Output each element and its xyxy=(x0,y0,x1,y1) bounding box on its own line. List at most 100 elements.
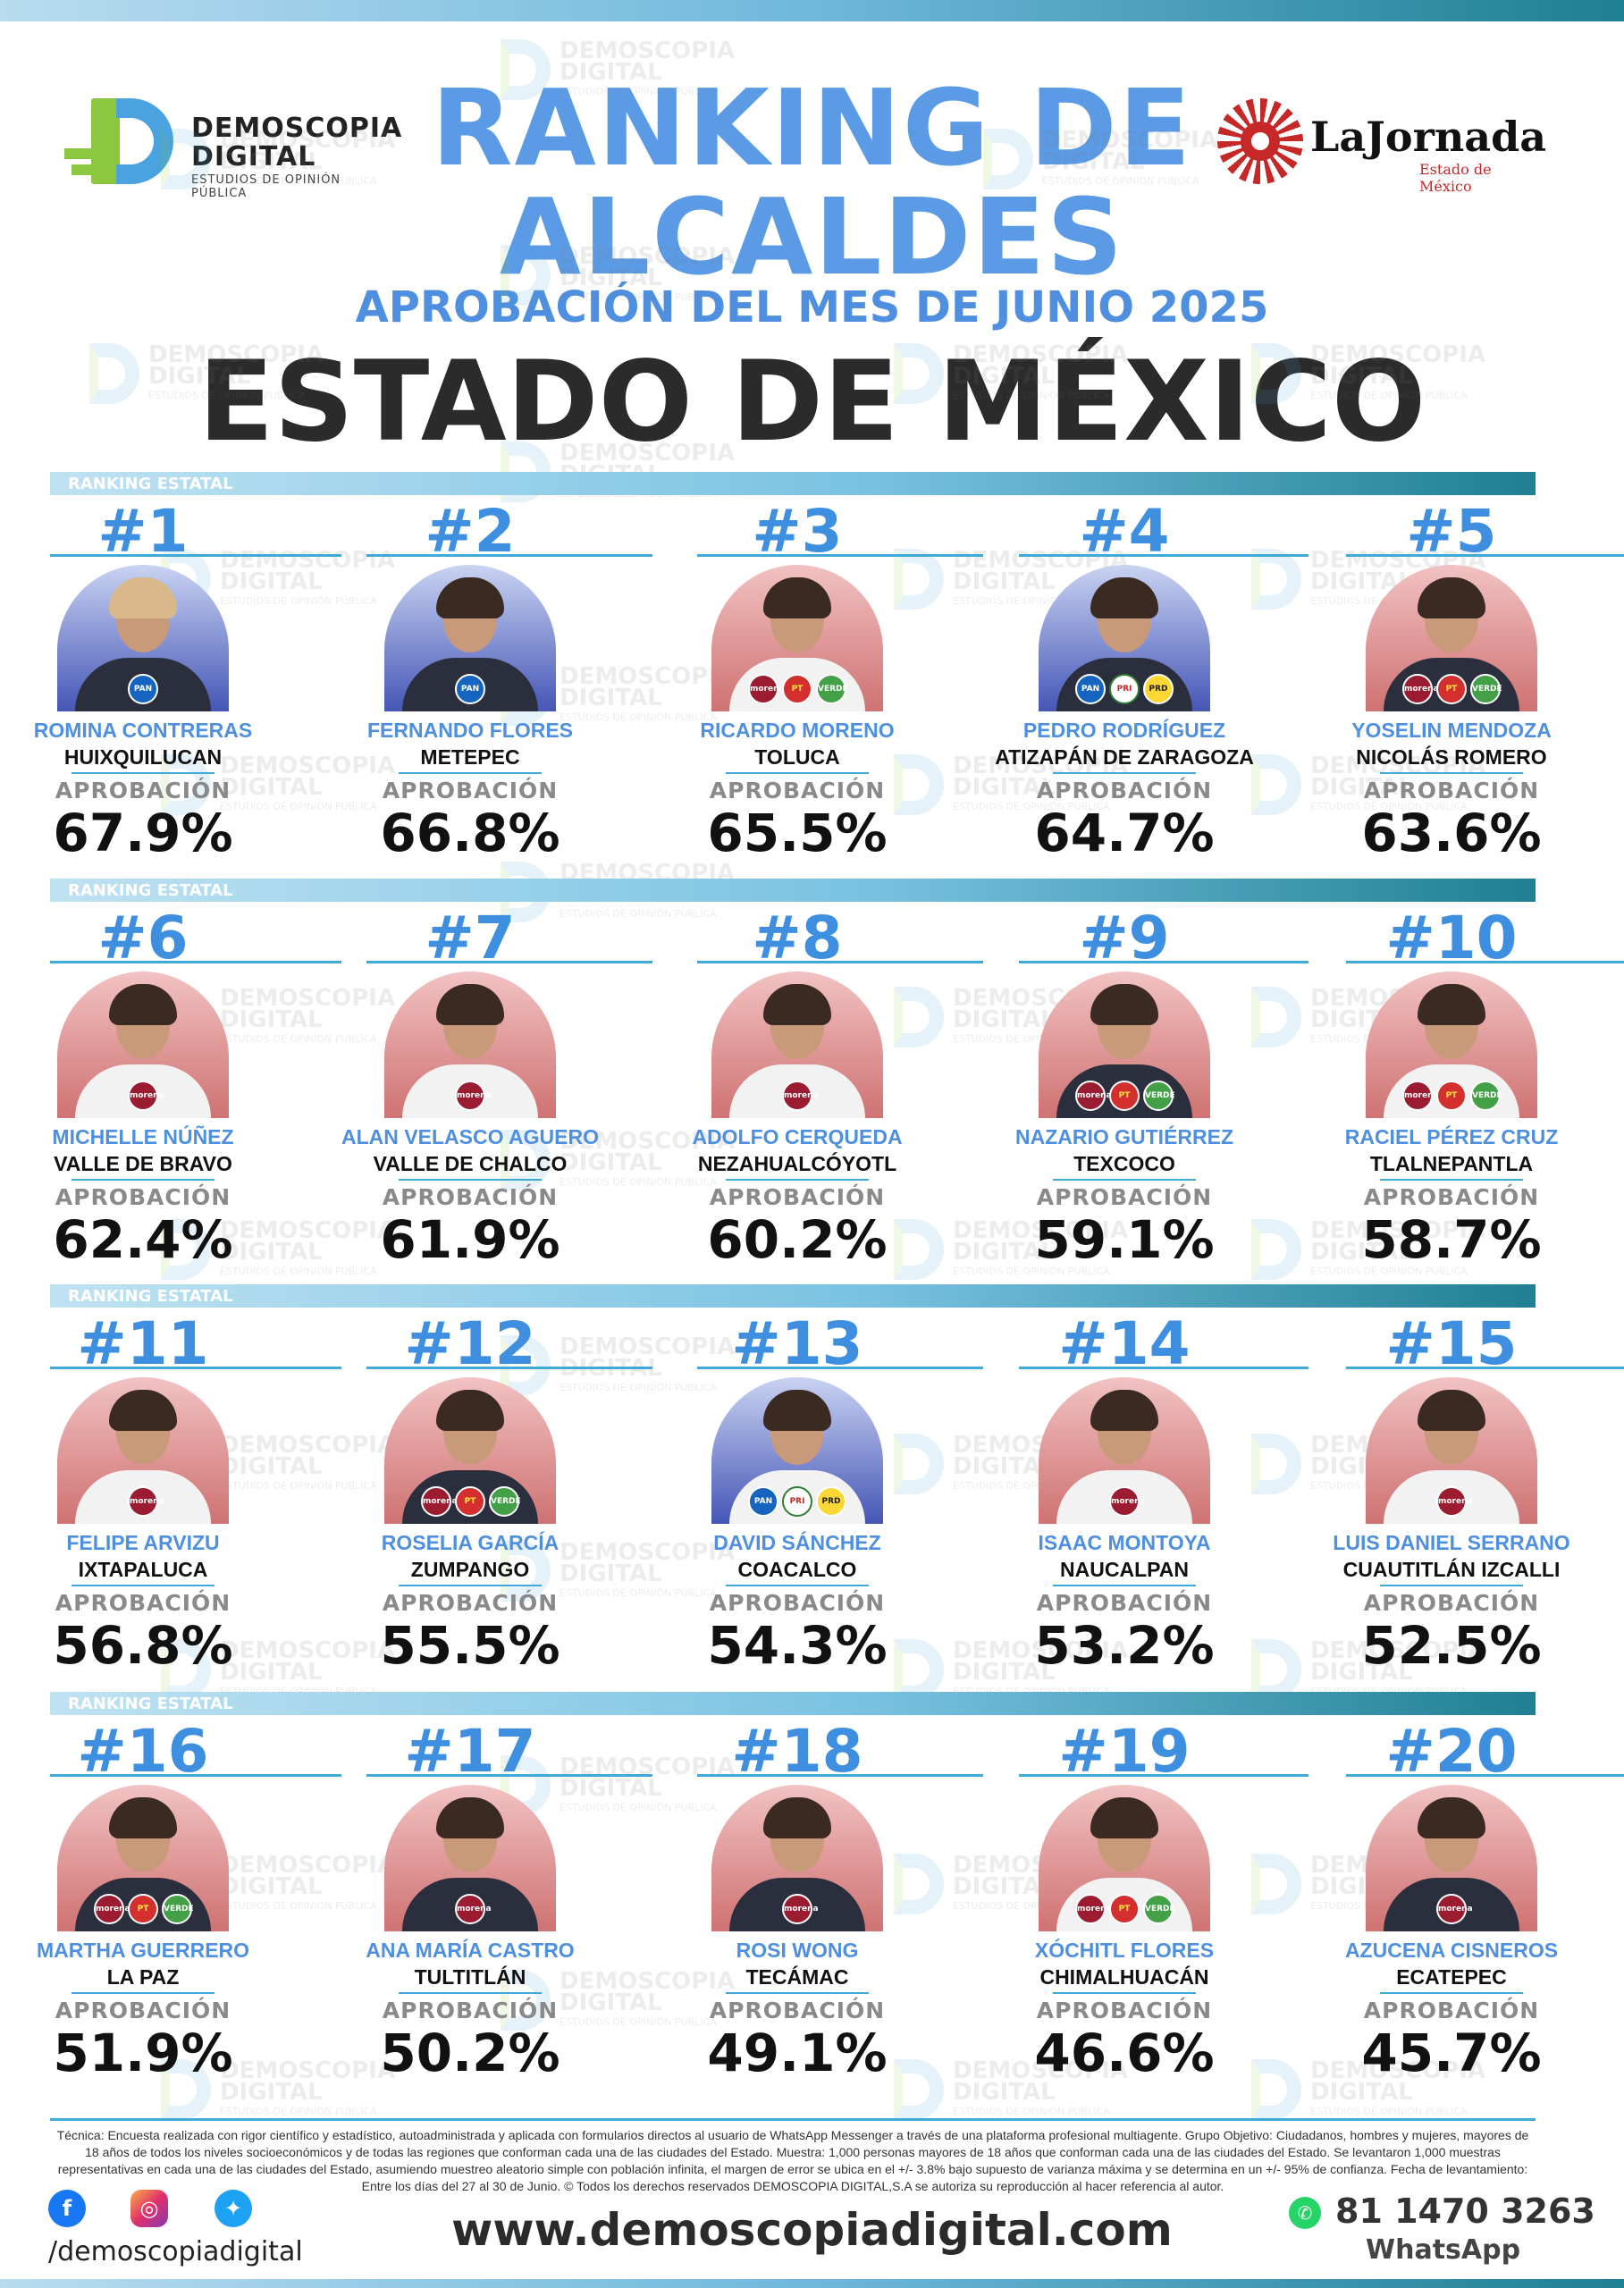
municipality-name: TLALNEPANTLA xyxy=(1369,1152,1534,1175)
mayor-card: #13 PAN PRI PRD DAVID SÁNCHEZ COACALCO APROBAC… xyxy=(654,1309,940,1678)
twitter-icon[interactable]: ✦ xyxy=(215,2190,252,2227)
card-divider xyxy=(72,772,215,774)
whatsapp-contact[interactable]: ✆ 81 1470 3263 WhatsApp xyxy=(1289,2191,1595,2281)
mayor-photo: morena PT VERDE xyxy=(1039,1785,1210,1931)
card-divider xyxy=(1053,772,1196,774)
municipality-name: VALLE DE BRAVO xyxy=(54,1152,232,1175)
municipality-name: IXTAPALUCA xyxy=(78,1558,208,1581)
card-divider xyxy=(726,772,869,774)
rank-number: #5 xyxy=(1406,497,1497,566)
approval-label: APROBACIÓN xyxy=(1363,1998,1540,2023)
section-label: RANKING ESTATAL xyxy=(68,475,233,493)
watermark-tagline: ESTUDIOS DE OPINIÓN PÚBLICA xyxy=(220,2106,377,2117)
subtitle: APROBACIÓN DEL MES DE JUNIO 2025 xyxy=(355,282,1269,332)
rank-divider xyxy=(1346,1774,1624,1777)
title-line1: RANKING DE xyxy=(431,66,1193,189)
approval-value: 45.7% xyxy=(1361,2023,1542,2083)
mayor-name: RACIEL PÉREZ CRUZ xyxy=(1344,1125,1559,1148)
mayor-photo: morena xyxy=(1039,1377,1210,1524)
whatsapp-icon: ✆ xyxy=(1289,2197,1321,2229)
approval-value: 56.8% xyxy=(53,1615,233,1676)
facebook-icon[interactable]: f xyxy=(48,2190,86,2227)
approval-label: APROBACIÓN xyxy=(709,778,886,803)
mayor-photo: PAN PRI PRD xyxy=(711,1377,883,1524)
mayor-card: #11 morena FELIPE ARVIZU IXTAPALUCA APROBACI… xyxy=(0,1309,286,1678)
party-badge-icon: morena xyxy=(128,1486,164,1517)
approval-label: APROBACIÓN xyxy=(1363,1590,1540,1616)
card-divider xyxy=(1380,1585,1523,1586)
municipality-name: COACALCO xyxy=(737,1558,857,1581)
mayor-card: #12 morena PT VERDE ROSELIA GARCÍA ZUMPANGO AP… xyxy=(327,1309,613,1678)
approval-label: APROBACIÓN xyxy=(55,778,231,803)
rank-number: #2 xyxy=(425,497,516,566)
party-badge-icon: morena xyxy=(455,1894,492,1924)
approval-value: 49.1% xyxy=(707,2023,888,2083)
party-badges: morena PT VERDE xyxy=(1366,674,1537,704)
section-label: RANKING ESTATAL xyxy=(68,1287,233,1306)
section-bar: RANKING ESTATAL xyxy=(50,472,1536,495)
mayor-card: #15 morena LUIS DANIEL SERRANO CUAUTITLÁN I… xyxy=(1308,1309,1595,1678)
rank-number: #20 xyxy=(1385,1717,1518,1786)
card-divider xyxy=(1380,1179,1523,1181)
municipality-name: TULTITLÁN xyxy=(414,1965,526,1989)
party-badge-icon: morena xyxy=(128,1081,164,1111)
approval-label: APROBACIÓN xyxy=(382,778,559,803)
party-badges: morena PT VERDE xyxy=(57,1894,229,1924)
social-handle[interactable]: /demoscopiadigital xyxy=(48,2236,303,2267)
rank-number: #3 xyxy=(752,497,843,566)
party-badge-icon: PRD xyxy=(1143,674,1174,704)
rank-number: #9 xyxy=(1079,904,1170,972)
rank-divider xyxy=(1019,554,1308,557)
rank-divider xyxy=(697,961,983,963)
party-badges: morena xyxy=(384,1894,556,1924)
card-divider xyxy=(399,1585,542,1586)
party-badge-icon: morena xyxy=(94,1894,130,1924)
mayor-photo: morena xyxy=(384,972,556,1118)
party-badge-icon: PRD xyxy=(816,1486,846,1517)
rank-divider xyxy=(50,554,341,557)
party-badge-icon: PRI xyxy=(782,1486,812,1517)
title-line2: ALCALDES xyxy=(499,175,1125,299)
instagram-icon[interactable]: ◎ xyxy=(130,2190,168,2227)
rank-number: #1 xyxy=(97,497,189,566)
card-divider xyxy=(1053,1179,1196,1181)
approval-label: APROBACIÓN xyxy=(382,1590,559,1616)
card-divider xyxy=(726,1585,869,1586)
mayor-card: #2 PAN FERNANDO FLORES METEPEC APROBACIÓN 66.… xyxy=(327,497,613,865)
mayor-name: FERNANDO FLORES xyxy=(367,719,573,742)
party-badges: PAN xyxy=(57,674,229,704)
card-divider xyxy=(399,1179,542,1181)
rank-divider xyxy=(50,1774,341,1777)
party-badges: morena xyxy=(57,1486,229,1517)
approval-value: 63.6% xyxy=(1361,803,1542,863)
mayor-name: LUIS DANIEL SERRANO xyxy=(1333,1531,1570,1554)
watermark-tagline: ESTUDIOS DE OPINIÓN PÚBLICA xyxy=(953,2106,1110,2117)
party-badges: morena xyxy=(1366,1894,1537,1924)
party-badge-icon: VERDE xyxy=(162,1894,194,1924)
party-badge-icon: VERDE xyxy=(1143,1081,1175,1111)
party-badges: morena PT VERDE xyxy=(1039,1081,1210,1111)
municipality-name: ZUMPANGO xyxy=(410,1558,530,1581)
rank-divider xyxy=(1346,1367,1624,1369)
municipality-name: NAUCALPAN xyxy=(1060,1558,1189,1581)
municipality-name: METEPEC xyxy=(420,745,520,769)
rank-divider xyxy=(1346,554,1624,557)
ranking-row: RANKING ESTATAL #11 morena FELIPE ARVIZU IXT… xyxy=(0,1284,1624,1678)
section-bar: RANKING ESTATAL xyxy=(50,1284,1536,1308)
rank-number: #14 xyxy=(1058,1309,1191,1378)
mayor-name: RICARDO MORENO xyxy=(700,719,895,742)
mayor-card: #19 morena PT VERDE XÓCHITL FLORES CHIMALHUAC… xyxy=(981,1717,1267,2085)
mayor-name: AZUCENA CISNEROS xyxy=(1344,1939,1559,1962)
mayor-photo: morena PT VERDE xyxy=(57,1785,229,1931)
phone-number[interactable]: 81 1470 3263 xyxy=(1335,2191,1595,2231)
municipality-name: NICOLÁS ROMERO xyxy=(1356,745,1547,769)
mayor-card: #6 morena MICHELLE NÚÑEZ VALLE DE BRAVO APRO… xyxy=(0,904,286,1272)
la-jornada-logo: LaJornada Estado de México xyxy=(1217,98,1546,195)
approval-label: APROBACIÓN xyxy=(709,1998,886,2023)
party-badges: PAN PRI PRD xyxy=(1039,674,1210,704)
rank-number: #18 xyxy=(731,1717,863,1786)
website-link[interactable]: www.demoscopiadigital.com xyxy=(451,2204,1173,2256)
watermark-tagline: ESTUDIOS DE OPINIÓN PÚBLICA xyxy=(1310,2106,1468,2117)
card-divider xyxy=(72,1992,215,1994)
rank-number: #4 xyxy=(1079,497,1170,566)
